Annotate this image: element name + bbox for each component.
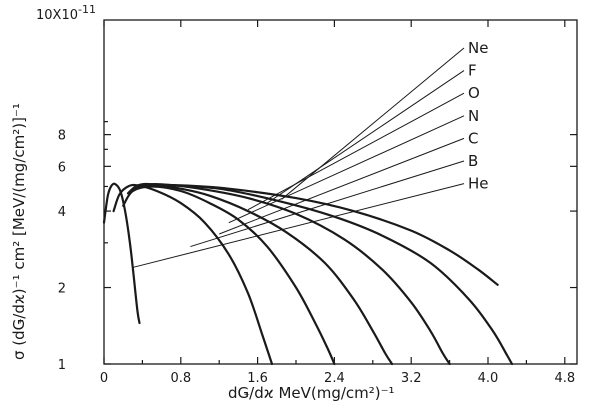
series-curve-he — [102, 182, 141, 325]
series-curve-o — [131, 182, 451, 366]
leader-line-c — [219, 137, 465, 235]
y-tick-label: 1 — [58, 358, 66, 373]
series-curve-c — [122, 185, 336, 366]
y-tick-label: 8 — [58, 129, 66, 144]
x-tick-label: 2.4 — [324, 371, 345, 386]
leader-line-n — [228, 115, 465, 224]
leader-line-f — [266, 70, 465, 204]
series-curves — [102, 182, 514, 366]
label-leader-lines — [132, 47, 465, 268]
x-tick-label: 4.8 — [554, 371, 575, 386]
series-label-f: F — [468, 62, 477, 80]
x-axis-label: dǤ/dϰ MeV(mg/cm²)⁻¹ — [228, 384, 395, 402]
leader-line-ne — [281, 47, 465, 200]
series-label-he: He — [468, 175, 489, 193]
y-tick-label: 2 — [58, 282, 66, 297]
x-tick-label: 1.6 — [247, 371, 268, 386]
leader-line-he — [132, 183, 465, 268]
series-label-b: B — [468, 152, 478, 170]
series-label-n: N — [468, 107, 479, 125]
y-axis-label: σ (dǤ/dϰ)⁻¹ cm² [MeV/(mg/cm²)]⁻¹ — [10, 103, 28, 360]
series-curve-ne — [137, 183, 499, 286]
x-tick-label: 0 — [100, 371, 108, 386]
series-label-ne: Ne — [468, 39, 488, 57]
x-tick-labels: 0 0.8 1.6 2.4 3.2 4.0 4.8 — [100, 371, 575, 386]
y-tick-label: 6 — [58, 160, 66, 175]
leader-line-o — [247, 92, 465, 211]
x-tick-label: 4.0 — [478, 371, 499, 386]
series-curve-b — [112, 183, 274, 366]
leader-line-b — [190, 160, 465, 248]
x-tick-label: 3.2 — [401, 371, 422, 386]
series-label-o: O — [468, 84, 480, 102]
y-multiplier-label: 10X10-11 — [36, 3, 96, 23]
y-tick-label: 4 — [58, 205, 66, 220]
x-tick-label: 0.8 — [170, 371, 191, 386]
plot-frame — [103, 19, 578, 365]
axis-ticks — [103, 20, 577, 365]
series-label-c: C — [468, 129, 478, 147]
y-tick-labels: 1 2 4 6 8 — [58, 129, 66, 373]
